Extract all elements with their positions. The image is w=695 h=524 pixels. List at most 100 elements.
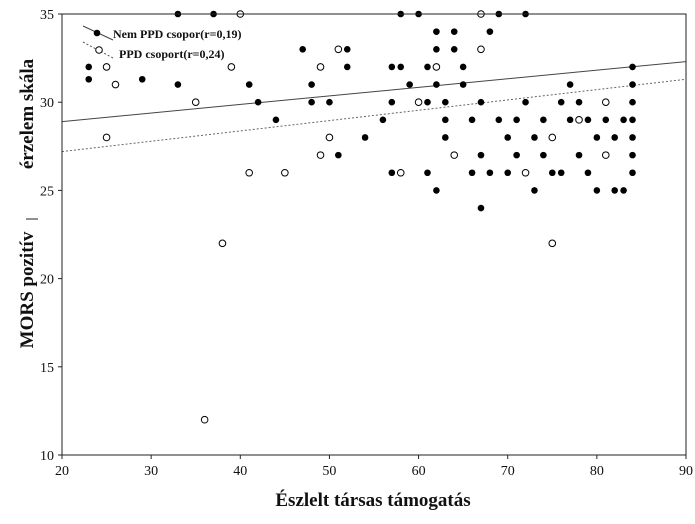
x-tick-label: 90 [679, 464, 693, 479]
y-axis-title-part-1: MORS pozitív [17, 231, 38, 348]
data-point-nem-ppd [504, 169, 512, 177]
data-point-nem-ppd [495, 116, 503, 124]
x-tick-label: 80 [590, 464, 604, 479]
x-tick-label: 70 [501, 464, 515, 479]
axis-ticks: 20 30 40 50 60 70 80 90 10 15 20 25 30 35 [40, 8, 693, 479]
data-point-nem-ppd [254, 98, 262, 106]
data-point-nem-ppd [245, 81, 253, 88]
data-point-ppd [191, 98, 200, 106]
y-tick-label: 30 [40, 96, 54, 111]
legend: Nem PPD csopor(r=0,19) PPD csoport(r=0,2… [82, 25, 241, 61]
y-tick-label: 10 [40, 449, 54, 464]
data-point-nem-ppd [593, 134, 601, 141]
data-point-nem-ppd [308, 98, 315, 106]
data-point-ppd [450, 151, 459, 159]
data-point-nem-ppd [343, 45, 351, 53]
fit-line-ppd [62, 78, 686, 153]
data-point-nem-ppd [424, 63, 431, 71]
data-point-ppd [575, 116, 583, 124]
data-point-nem-ppd [620, 116, 627, 124]
data-point-nem-ppd [424, 169, 431, 177]
data-point-nem-ppd [138, 75, 146, 83]
data-point-nem-ppd [442, 116, 449, 124]
plot-area [62, 10, 686, 424]
data-point-nem-ppd [629, 116, 636, 124]
fit-line-nem-ppd [62, 61, 686, 123]
y-tick-label: 20 [40, 273, 54, 288]
data-point-ppd [396, 168, 405, 177]
data-point-nem-ppd [308, 81, 315, 88]
legend-filled-marker [93, 29, 101, 37]
data-point-ppd [432, 63, 441, 71]
data-point-ppd [316, 151, 325, 159]
data-point-nem-ppd [531, 134, 538, 141]
y-tick-label: 35 [40, 8, 54, 23]
data-point-nem-ppd [620, 187, 627, 194]
data-point-nem-ppd [629, 169, 636, 177]
data-point-nem-ppd [540, 151, 547, 159]
data-point-nem-ppd [629, 63, 636, 71]
data-point-nem-ppd [575, 98, 583, 106]
data-point-nem-ppd [584, 116, 592, 124]
data-point-nem-ppd [335, 151, 342, 159]
data-point-nem-ppd [531, 187, 538, 194]
data-point-ppd [281, 168, 289, 177]
data-point-ppd [245, 168, 253, 177]
data-point-nem-ppd [379, 116, 387, 124]
data-point-ppd [111, 80, 120, 89]
data-point-nem-ppd [442, 134, 449, 141]
data-point-ppd [334, 45, 343, 54]
y-axis-title-part-2: érzelem skála [17, 58, 38, 169]
data-point-nem-ppd [477, 98, 485, 106]
data-point-nem-ppd [406, 81, 413, 88]
x-tick-label: 50 [322, 464, 336, 479]
legend-label-ppd: PPD csoport(r=0,24) [119, 47, 224, 61]
data-point-nem-ppd [397, 63, 405, 71]
data-point-nem-ppd [593, 187, 601, 194]
data-point-nem-ppd [272, 116, 280, 124]
data-point-nem-ppd [486, 28, 494, 35]
data-point-ppd [477, 45, 485, 54]
data-point-nem-ppd [629, 98, 636, 106]
data-point-nem-ppd [513, 151, 520, 159]
data-point-nem-ppd [343, 63, 351, 71]
data-point-nem-ppd [513, 116, 520, 124]
data-point-nem-ppd [442, 98, 449, 106]
x-tick-label: 20 [55, 464, 69, 479]
data-point-ppd [414, 98, 423, 106]
data-point-ppd [227, 63, 236, 71]
data-point-nem-ppd [548, 169, 556, 177]
data-point-nem-ppd [504, 134, 512, 141]
data-point-nem-ppd [477, 204, 485, 212]
x-axis-title: Észlelt társas támogatás [275, 489, 470, 511]
data-point-ppd [200, 415, 209, 424]
data-point-nem-ppd [433, 28, 440, 35]
data-point-nem-ppd [486, 169, 494, 177]
y-tick-label: 25 [40, 184, 54, 199]
data-point-nem-ppd [174, 81, 182, 88]
data-point-nem-ppd [424, 98, 431, 106]
data-point-nem-ppd [584, 169, 592, 177]
data-point-ppd [601, 98, 610, 106]
data-point-nem-ppd [557, 98, 565, 106]
x-tick-label: 60 [412, 464, 426, 479]
data-point-ppd [218, 239, 227, 248]
x-tick-label: 30 [144, 464, 158, 479]
legend-open-marker [95, 46, 103, 54]
data-point-ppd [102, 63, 111, 71]
legend-label-nem-ppd: Nem PPD csopor(r=0,19) [113, 27, 241, 41]
data-point-nem-ppd [468, 169, 476, 177]
data-point-nem-ppd [611, 187, 618, 194]
data-point-nem-ppd [540, 116, 547, 124]
data-point-nem-ppd [459, 63, 467, 71]
data-point-nem-ppd [468, 116, 476, 124]
data-point-nem-ppd [566, 116, 574, 124]
data-point-nem-ppd [85, 63, 93, 71]
data-point-nem-ppd [299, 45, 306, 53]
data-point-nem-ppd [575, 151, 583, 159]
data-point-ppd [548, 133, 557, 142]
data-point-ppd [601, 151, 610, 159]
data-point-nem-ppd [326, 98, 333, 106]
data-point-nem-ppd [611, 134, 618, 141]
